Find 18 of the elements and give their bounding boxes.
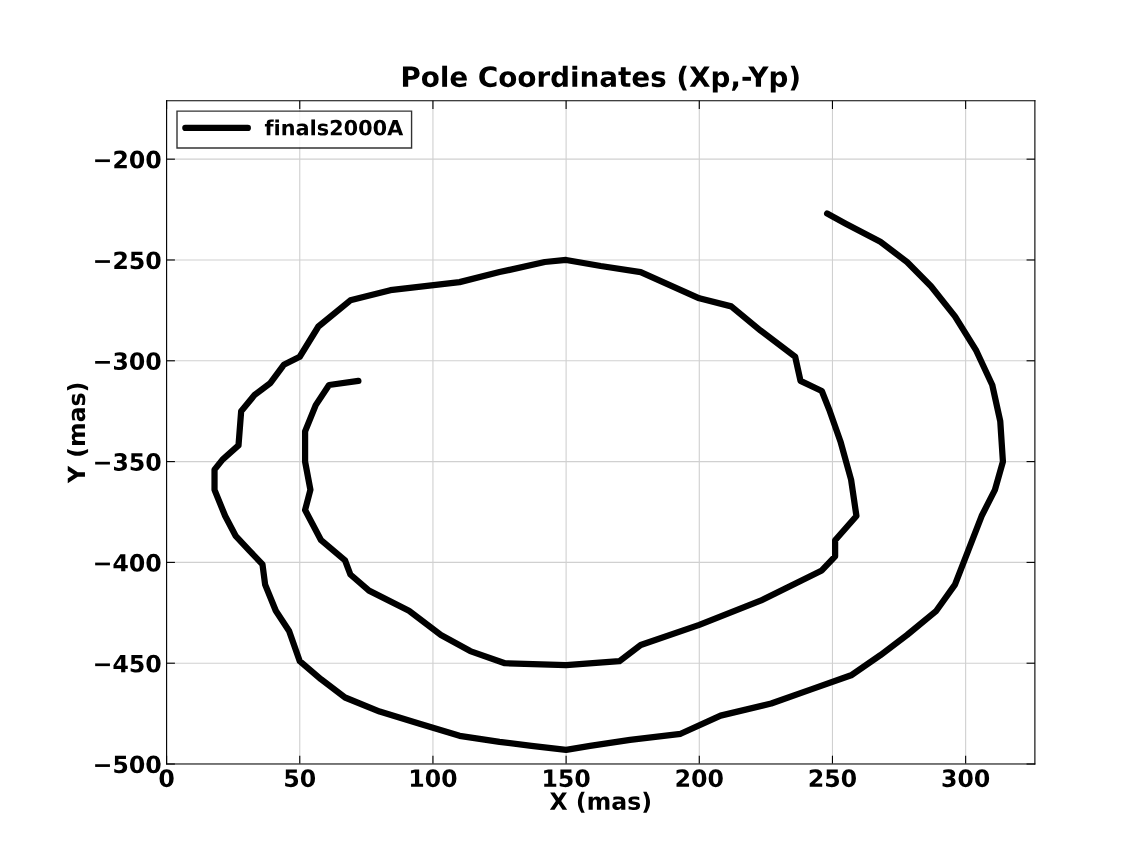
y-tick-label: −300	[95, 352, 161, 371]
y-tick-label: −350	[95, 453, 161, 471]
x-axis-title: X (mas)	[549, 791, 651, 813]
y-tick-label: −250	[95, 251, 161, 270]
x-tick-label: 200	[676, 769, 723, 788]
y-tick-label: −450	[95, 654, 161, 673]
x-tick-label: 300	[942, 769, 990, 788]
x-tick-label: 50	[285, 769, 316, 788]
y-tick-label: −200	[95, 150, 161, 169]
legend-label: finals2000A	[264, 119, 404, 136]
y-tick-label: −400	[95, 553, 161, 572]
x-tick-label: 250	[809, 769, 856, 788]
y-tick-label: −500	[95, 755, 161, 774]
x-tick-label: 0	[159, 769, 174, 788]
chart-title: Pole Coordinates (Xp,-Yp)	[402, 65, 799, 93]
x-tick-label: 150	[544, 769, 590, 788]
y-axis-title: Y (mas)	[67, 383, 89, 484]
x-tick-label: 100	[410, 769, 457, 788]
